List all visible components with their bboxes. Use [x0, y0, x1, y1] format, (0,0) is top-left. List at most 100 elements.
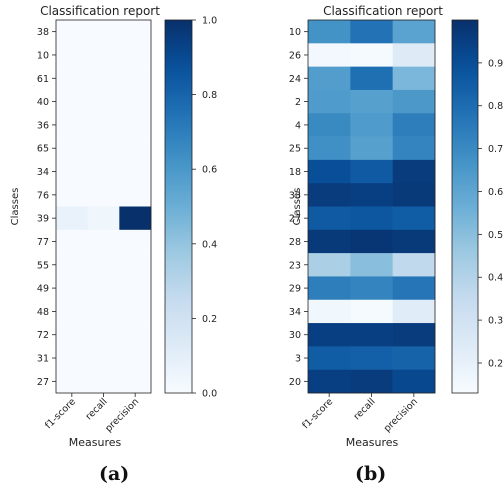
- panel-b-ytick-label: 25: [289, 144, 301, 155]
- panel-a-ytick-label: 39: [37, 214, 49, 225]
- panel-b-cell: [308, 66, 351, 91]
- panel-b-cell: [350, 299, 393, 324]
- panel-a-cell: [87, 346, 120, 370]
- panel-b-cell: [392, 206, 436, 231]
- panel-a-cell: [87, 183, 120, 207]
- panel-a-cell: [87, 253, 120, 277]
- panel-b-cell: [350, 66, 393, 91]
- panel-b-ytick-label: 2: [295, 97, 301, 108]
- panel-a-xlabel: Measures: [69, 436, 122, 449]
- panel-b-colorbar-tick-label: 0.2: [488, 358, 503, 369]
- panel-b-colorbar-tick-label: 0.8: [488, 101, 503, 112]
- panel-a-cell: [87, 276, 120, 301]
- panel-a-colorbar-tick-label: 0.8: [202, 90, 217, 101]
- panel-a-cell: [119, 183, 152, 207]
- panel-a-xtick-label: recall: [84, 396, 110, 422]
- panel-b-cell: [350, 369, 393, 394]
- panel-b-cell: [308, 43, 351, 67]
- panel-a-colorbar-tick-label: 0.6: [202, 165, 217, 176]
- panel-a-cell: [87, 113, 120, 137]
- panel-b-cell: [350, 253, 393, 277]
- panel-a-cell: [56, 323, 88, 347]
- panel-b-cell: [350, 43, 393, 67]
- panel-a-ytick-label: 76: [37, 190, 49, 201]
- panel-a-ytick-label: 48: [37, 307, 49, 318]
- panel-b-colorbar-tick-label: 0.3: [488, 316, 503, 327]
- panel-a-cell: [56, 229, 88, 254]
- panel-b-cell: [392, 323, 436, 347]
- panel-b-cell: [350, 276, 393, 301]
- panel-a-cell: [87, 89, 120, 114]
- panel-a-cell: [56, 369, 88, 394]
- panel-b-cell: [392, 183, 436, 207]
- panel-b-ytick-label: 26: [289, 50, 301, 61]
- panel-b-cell: [350, 20, 393, 44]
- panel-a-ytick-label: 55: [37, 260, 49, 271]
- panel-a-cell: [119, 113, 152, 137]
- panel-b-xlabel: Measures: [346, 436, 399, 449]
- panel-a-cell: [56, 113, 88, 137]
- panel-a-cell: [56, 136, 88, 161]
- panel-a-cell: [56, 89, 88, 114]
- panel-a-cell: [87, 66, 120, 91]
- panel-b-cell: [392, 299, 436, 324]
- panel-b-cell: [392, 136, 436, 161]
- panel-b-colorbar-tick-label: 0.5: [488, 230, 503, 241]
- panel-a-cell: [87, 43, 120, 67]
- panel-b-cell: [308, 253, 351, 277]
- panel-a-cell: [119, 89, 152, 114]
- panel-b-cell: [308, 276, 351, 301]
- panel-b-ytick-label: 24: [289, 74, 301, 85]
- panel-b-cell: [308, 229, 351, 254]
- panel-b-xtick-label: recall: [352, 396, 378, 422]
- panel-a-cell: [119, 299, 152, 324]
- panel-b-cell: [350, 183, 393, 207]
- panel-a-cell: [119, 323, 152, 347]
- panel-b-ytick-label: 27: [289, 214, 301, 225]
- panel-b-cell: [392, 66, 436, 91]
- panel-b-xtick-label: f1-score: [300, 396, 335, 431]
- panel-b-cell: [308, 159, 351, 184]
- panel-b-cell: [350, 113, 393, 137]
- panel-a-ylabel: Classes: [10, 188, 21, 226]
- panel-a-cell: [56, 20, 88, 44]
- panel-b-ytick-label: 28: [289, 237, 301, 248]
- panel-a-cell: [87, 299, 120, 324]
- panel-a-colorbar-tick-label: 0.2: [202, 314, 217, 325]
- panel-b-cell: [308, 136, 351, 161]
- panel-a-cell: [87, 136, 120, 161]
- panel-b-cell: [392, 113, 436, 137]
- panel-a-cell: [56, 346, 88, 370]
- panel-b-ytick-label: 18: [289, 167, 301, 178]
- panel-a-ytick-label: 40: [37, 97, 49, 108]
- panel-a-cell: [119, 43, 152, 67]
- panel-a-cell: [56, 183, 88, 207]
- panel-a-cell: [119, 206, 152, 231]
- panel-a-cell: [119, 346, 152, 370]
- panel-b-cell: [308, 323, 351, 347]
- panel-a-xtick-label: f1-score: [43, 396, 78, 431]
- panel-a-ytick-label: 38: [37, 27, 49, 38]
- panel-a-cell: [119, 369, 152, 394]
- panel-b-ytick-label: 10: [289, 27, 301, 38]
- panel-b-cell: [350, 136, 393, 161]
- panel-b-cell: [350, 323, 393, 347]
- panel-b-colorbar-tick-label: 0.7: [488, 144, 503, 155]
- panel-b-cell: [350, 346, 393, 370]
- panel-b-cell: [350, 206, 393, 231]
- panel-b-cell: [392, 159, 436, 184]
- panel-b-cell: [308, 346, 351, 370]
- panel-b-cell: [308, 369, 351, 394]
- panel-a-cell: [56, 276, 88, 301]
- panel-a-colorbar-tick-label: 0.0: [202, 389, 217, 400]
- panel-b-cell: [350, 229, 393, 254]
- panel-b-cell: [308, 206, 351, 231]
- panel-b-ytick-label: 23: [289, 260, 301, 271]
- panel-b-cell: [392, 43, 436, 67]
- panel-b-ytick-label: 30: [289, 330, 301, 341]
- panel-a-ytick-label: 49: [37, 284, 49, 295]
- panel-a-ytick-label: 65: [37, 144, 49, 155]
- panel-a-ytick-label: 36: [37, 120, 49, 131]
- panel-a-cell: [56, 299, 88, 324]
